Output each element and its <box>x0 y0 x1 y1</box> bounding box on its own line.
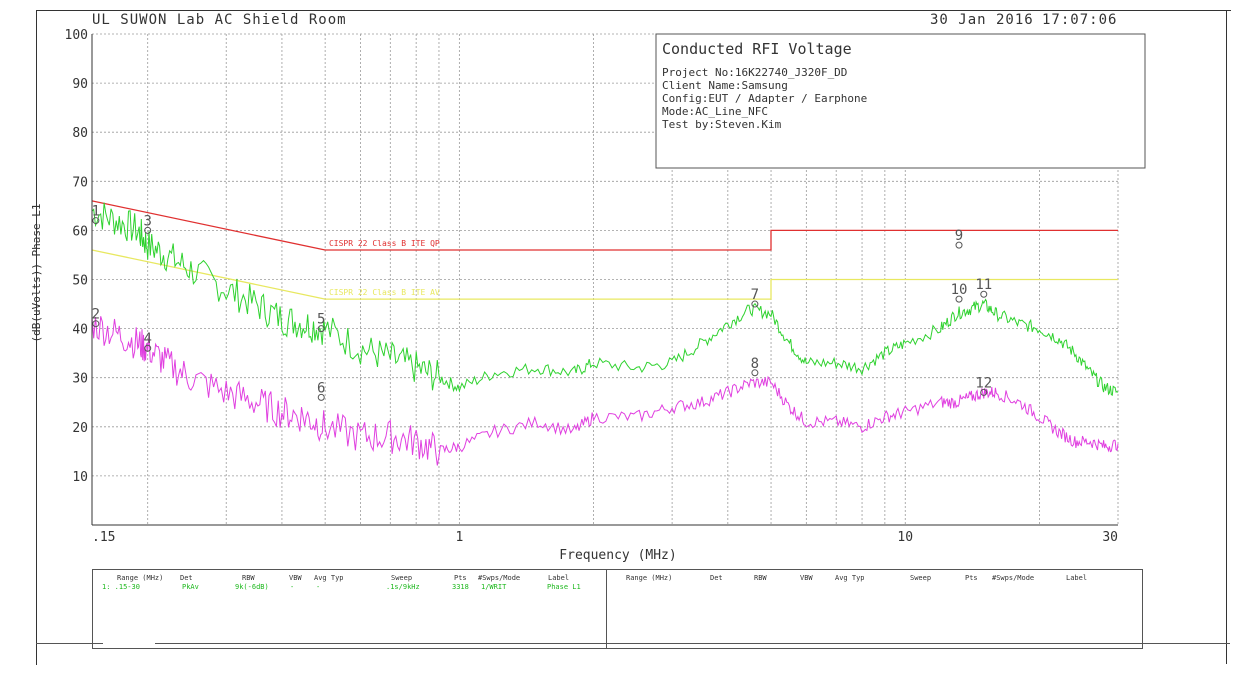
settings-header-avg-typ: Avg Typ <box>314 574 344 582</box>
settings-header-sweep-2: Sweep <box>910 574 932 582</box>
marker-label: 1 <box>92 204 100 220</box>
marker-label: 3 <box>143 213 151 229</box>
info-line: Mode:AC_Line_NFC <box>662 105 768 118</box>
settings-header-swps-mode-2: #Swps/Mode <box>992 574 1035 582</box>
settings-header-pts: Pts <box>454 574 467 582</box>
marker-point <box>92 320 100 328</box>
info-line: Project No:16K22740_J320F_DD <box>662 66 847 79</box>
settings-table <box>92 569 1143 649</box>
marker-point <box>751 369 759 377</box>
qp-trace-line <box>91 202 1119 397</box>
x-tick-label: 1 <box>455 530 463 545</box>
report-date: 30 Jan 2016 <box>930 12 1034 28</box>
settings-value-swps-mode: 1/WRIT <box>481 583 507 591</box>
y-tick-label: 40 <box>72 323 88 338</box>
y-tick-label: 80 <box>72 126 88 141</box>
settings-header-rbw-2: RBW <box>754 574 767 582</box>
settings-table-divider <box>606 569 607 649</box>
settings-header-det: Det <box>180 574 193 582</box>
footer-line-gap <box>103 641 155 646</box>
settings-header-vbw-2: VBW <box>800 574 813 582</box>
settings-header-label: Label <box>548 574 570 582</box>
settings-header-pts-2: Pts <box>965 574 978 582</box>
y-tick-label: 100 <box>65 28 88 43</box>
marker-point <box>144 226 152 234</box>
footer-line <box>36 643 1230 644</box>
qp-limit-line <box>91 200 1118 251</box>
y-tick-label: 90 <box>72 77 88 92</box>
marker-label: 12 <box>975 375 992 391</box>
axes: 100 90 80 70 60 50 40 30 20 10 .15 1 10 30 <box>65 28 1118 545</box>
y-tick-label: 10 <box>72 470 88 485</box>
marker-point <box>980 388 988 396</box>
settings-value-avg-typ: - <box>316 583 321 591</box>
trace-lines <box>91 202 1119 466</box>
y-tick-label: 50 <box>72 274 88 289</box>
page-frame <box>36 10 1231 665</box>
marker-label: 7 <box>751 287 759 303</box>
settings-header-swps-mode: #Swps/Mode <box>478 574 521 582</box>
report-time: 17:07:06 <box>1042 12 1118 28</box>
settings-header-range: Range (MHz) <box>117 574 164 582</box>
marker-label: 11 <box>975 277 992 293</box>
info-box: Conducted RFI Voltage Project No:16K2274… <box>655 33 1146 169</box>
info-line: Config:EUT / Adapter / Earphone <box>662 92 867 105</box>
marker-point <box>92 217 100 225</box>
settings-header-avg-typ-2: Avg Typ <box>835 574 865 582</box>
settings-header-det-2: Det <box>710 574 723 582</box>
marker-point <box>317 393 325 401</box>
marker-label: 6 <box>317 380 325 396</box>
settings-value-range: 1: .15-30 <box>102 583 140 591</box>
x-tick-label: 30 <box>1102 530 1118 545</box>
settings-header-range-2: Range (MHz) <box>626 574 673 582</box>
info-box-title: Conducted RFI Voltage <box>662 40 852 58</box>
y-tick-label: 20 <box>72 421 88 436</box>
marker-point <box>955 241 963 249</box>
x-axis-label: Frequency (MHz) <box>559 548 676 563</box>
y-tick-label: 70 <box>72 175 88 190</box>
marker-point <box>955 295 963 303</box>
settings-value-rbw: 9k(-6dB) <box>235 583 269 591</box>
settings-header-rbw: RBW <box>242 574 255 582</box>
marker-point <box>751 300 759 308</box>
settings-value-label: Phase L1 <box>547 583 581 591</box>
settings-value-sweep: .1s/9kHz <box>386 583 420 591</box>
marker-point <box>144 344 152 352</box>
info-line: Test by:Steven.Kim <box>662 118 782 131</box>
marker-point <box>980 290 988 298</box>
settings-header-sweep: Sweep <box>391 574 413 582</box>
marker-label: 4 <box>143 331 151 347</box>
avg-trace-line <box>91 316 1119 466</box>
y-tick-label: 30 <box>72 372 88 387</box>
settings-value-vbw: - <box>290 583 295 591</box>
marker-point <box>317 325 325 333</box>
marker-label: 8 <box>751 356 759 372</box>
info-line: Client Name:Samsung <box>662 79 788 92</box>
limit-lines: CISPR 22 Class B ITE QP CISPR 22 Class B … <box>91 200 1118 300</box>
lab-title: UL SUWON Lab AC Shield Room <box>92 12 347 28</box>
page-frame-right-border <box>1226 10 1227 664</box>
marker-label: 5 <box>317 312 325 328</box>
avg-limit-label: CISPR 22 Class B ITE AV <box>329 288 440 297</box>
settings-header-vbw: VBW <box>289 574 302 582</box>
y-tick-label: 60 <box>72 224 88 239</box>
marker-label: 10 <box>951 282 968 298</box>
marker-label: 2 <box>92 307 100 323</box>
settings-header-label-2: Label <box>1066 574 1088 582</box>
marker-label: 9 <box>955 228 963 244</box>
qp-limit-label: CISPR 22 Class B ITE QP <box>329 239 440 248</box>
settings-value-det: PkAv <box>182 583 199 591</box>
avg-limit-line <box>91 249 1118 300</box>
x-tick-label: 10 <box>897 530 913 545</box>
settings-value-pts: 3318 <box>452 583 469 591</box>
x-tick-label: .15 <box>92 530 115 545</box>
y-axis-label: (dB(uVolts)) Phase L1 <box>30 203 43 342</box>
